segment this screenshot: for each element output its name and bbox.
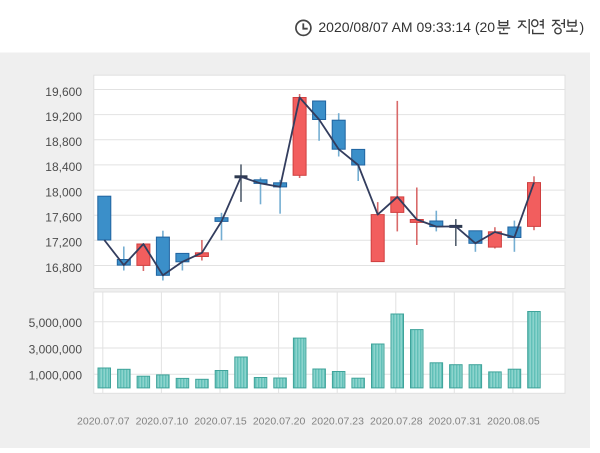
svg-text:): ) xyxy=(580,19,585,35)
svg-text:18,400: 18,400 xyxy=(45,160,82,174)
svg-text:2020.07.23: 2020.07.23 xyxy=(311,416,364,428)
svg-text:19,600: 19,600 xyxy=(45,85,82,99)
svg-text:2020.08.05: 2020.08.05 xyxy=(487,416,540,428)
svg-text:5,000,000: 5,000,000 xyxy=(29,316,83,330)
svg-text:2020.07.28: 2020.07.28 xyxy=(370,416,423,428)
svg-text:1,000,000: 1,000,000 xyxy=(29,369,83,383)
svg-text:17,200: 17,200 xyxy=(45,236,82,250)
svg-text:3,000,000: 3,000,000 xyxy=(29,342,83,356)
svg-text:2020/08/07 AM 09:33:14 (20: 2020/08/07 AM 09:33:14 (20 xyxy=(318,19,495,35)
svg-text:19,200: 19,200 xyxy=(45,110,82,124)
svg-text:17,600: 17,600 xyxy=(45,211,82,225)
svg-text:18,800: 18,800 xyxy=(45,135,82,149)
svg-text:2020.07.20: 2020.07.20 xyxy=(253,416,306,428)
svg-text:18,000: 18,000 xyxy=(45,185,82,199)
svg-text:2020.07.31: 2020.07.31 xyxy=(429,416,482,428)
svg-text:16,800: 16,800 xyxy=(45,261,82,275)
svg-text:2020.07.15: 2020.07.15 xyxy=(194,416,247,428)
svg-text:2020.07.07: 2020.07.07 xyxy=(77,416,130,428)
svg-text:2020.07.10: 2020.07.10 xyxy=(136,416,189,428)
